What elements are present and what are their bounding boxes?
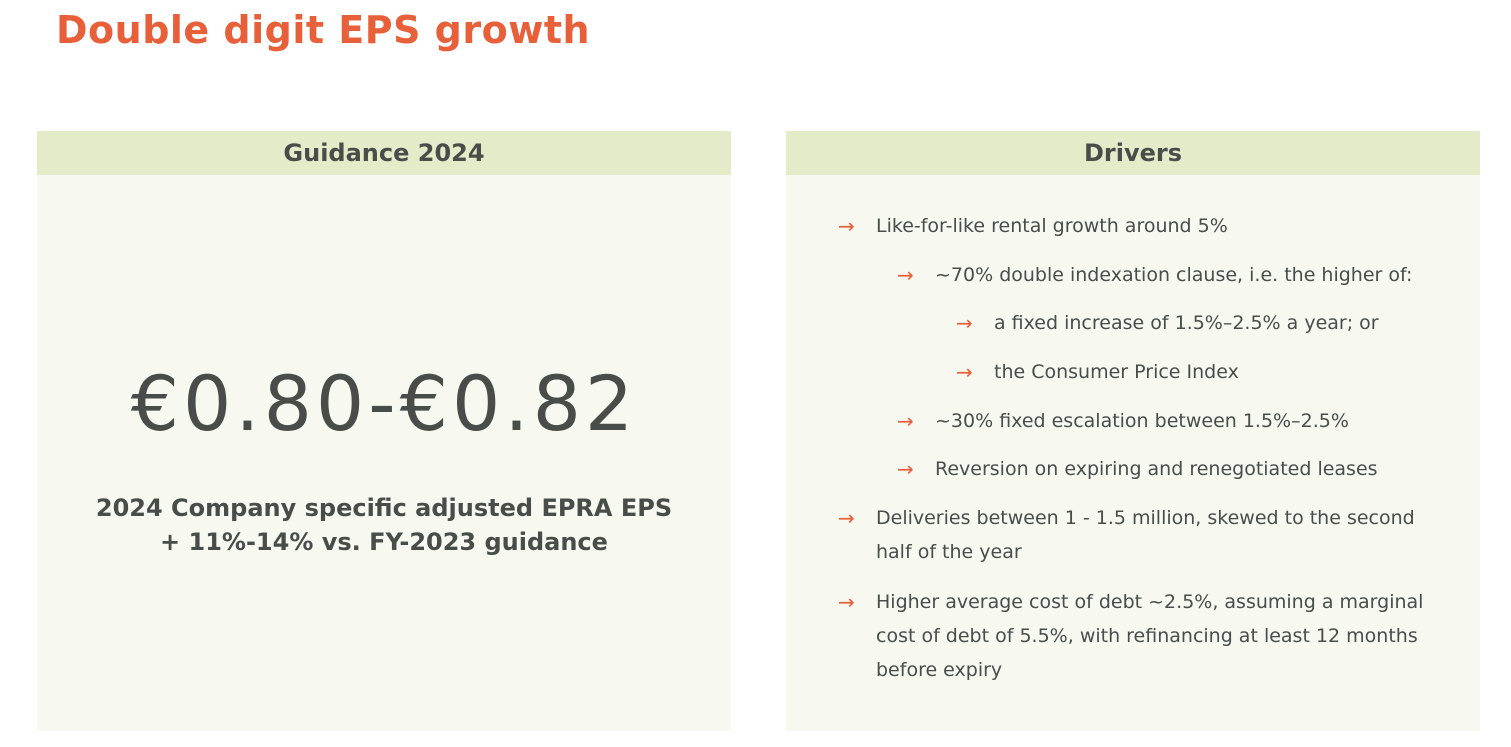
list-item-text: Deliveries between 1 - 1.5 million, skew… xyxy=(876,507,1415,563)
arrow-right-icon: → xyxy=(897,457,914,481)
drivers-panel: Drivers → Like-for-like rental growth ar… xyxy=(786,131,1480,731)
list-item: → a fixed increase of 1.5%–2.5% a year; … xyxy=(956,306,1379,340)
guidance-header: Guidance 2024 xyxy=(37,131,731,175)
eps-range: €0.80-€0.82 xyxy=(130,359,638,448)
list-item: → ~70% double indexation clause, i.e. th… xyxy=(897,258,1412,292)
list-item: → Higher average cost of debt ~2.5%, ass… xyxy=(838,585,1438,687)
list-item-text: Like-for-like rental growth around 5% xyxy=(876,215,1228,237)
list-item-text: ~70% double indexation clause, i.e. the … xyxy=(935,264,1413,286)
list-item: → Reversion on expiring and renegotiated… xyxy=(897,452,1378,486)
arrow-right-icon: → xyxy=(956,360,973,384)
arrow-right-icon: → xyxy=(897,263,914,287)
list-item-text: Higher average cost of debt ~2.5%, assum… xyxy=(876,591,1424,681)
arrow-right-icon: → xyxy=(838,590,855,614)
slide-title: Double digit EPS growth xyxy=(56,8,591,52)
list-item: → Like-for-like rental growth around 5% xyxy=(838,209,1228,243)
arrow-right-icon: → xyxy=(838,214,855,238)
guidance-subtitle: 2024 Company specific adjusted EPRA EPS … xyxy=(37,491,731,559)
list-item: → the Consumer Price Index xyxy=(956,355,1239,389)
list-item-text: a fixed increase of 1.5%–2.5% a year; or xyxy=(994,312,1379,334)
list-item-text: ~30% fixed escalation between 1.5%–2.5% xyxy=(935,410,1349,432)
guidance-subtitle-line2: + 11%-14% vs. FY-2023 guidance xyxy=(160,528,608,556)
list-item-text: the Consumer Price Index xyxy=(994,361,1239,383)
guidance-panel: Guidance 2024 €0.80-€0.82 2024 Company s… xyxy=(37,131,731,731)
arrow-right-icon: → xyxy=(956,311,973,335)
drivers-header: Drivers xyxy=(786,131,1480,175)
arrow-right-icon: → xyxy=(897,409,914,433)
list-item-text: Reversion on expiring and renegotiated l… xyxy=(935,458,1378,480)
list-item: → ~30% fixed escalation between 1.5%–2.5… xyxy=(897,404,1349,438)
arrow-right-icon: → xyxy=(838,506,855,530)
guidance-subtitle-line1: 2024 Company specific adjusted EPRA EPS xyxy=(95,494,673,522)
list-item: → Deliveries between 1 - 1.5 million, sk… xyxy=(838,501,1438,569)
